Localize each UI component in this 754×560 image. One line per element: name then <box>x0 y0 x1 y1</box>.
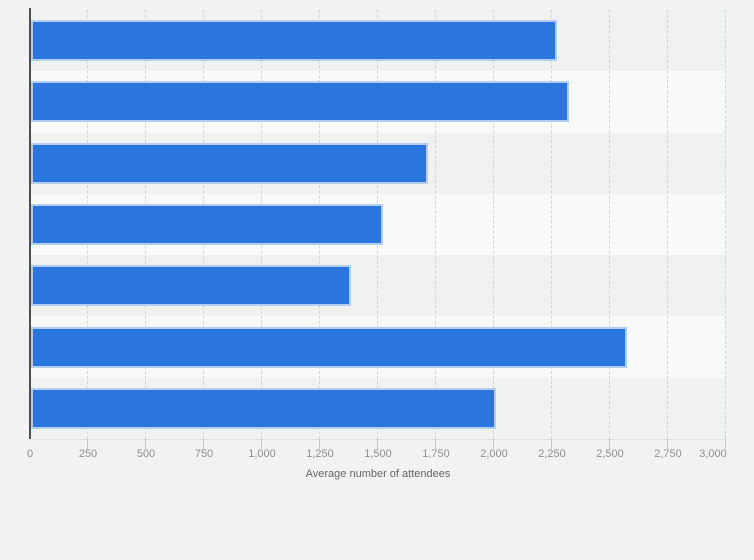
gridline <box>725 10 726 439</box>
gridline <box>551 10 552 439</box>
tick-label: 2,500 <box>596 448 624 460</box>
gridline <box>667 10 668 439</box>
tick-mark <box>377 439 378 449</box>
tick-label: 250 <box>78 448 98 460</box>
gridline <box>609 10 610 439</box>
bar[interactable] <box>31 142 428 184</box>
tick-label: 3,000 <box>699 448 727 460</box>
tick-label: 2,000 <box>480 448 508 460</box>
tick-label: 2,750 <box>654 448 682 460</box>
plot-area <box>30 10 726 439</box>
tick-mark <box>551 439 552 449</box>
gridline <box>493 10 494 439</box>
tick-mark <box>725 439 726 449</box>
tick-mark <box>609 439 610 449</box>
bar[interactable] <box>31 204 383 245</box>
tick-label: 1,750 <box>422 448 450 460</box>
tick-label: 750 <box>194 448 214 460</box>
tick-mark <box>261 439 262 449</box>
bar[interactable] <box>31 20 557 62</box>
tick-mark <box>319 439 320 449</box>
bar[interactable] <box>31 265 352 307</box>
tick-mark <box>493 439 494 449</box>
tick-label: 1,250 <box>306 448 334 460</box>
tick-label: 2,250 <box>538 448 566 460</box>
x-axis: 0 250 500 750 1,000 1,250 1,500 1,750 2,000 2,250… <box>26 439 727 469</box>
tick-mark <box>87 439 88 449</box>
bar[interactable] <box>31 81 570 123</box>
y-axis-line <box>29 8 31 439</box>
x-axis-line <box>30 439 726 440</box>
gridline <box>435 10 436 439</box>
tick-label: 0 <box>26 448 34 460</box>
tick-label: 1,000 <box>248 448 276 460</box>
tick-label: 500 <box>136 448 156 460</box>
tick-mark <box>145 439 146 449</box>
tick-mark <box>203 439 204 449</box>
x-axis-title: Average number of attendees <box>305 468 451 480</box>
tick-label: 1,500 <box>364 448 392 460</box>
tick-mark <box>667 439 668 449</box>
tick-mark <box>435 439 436 449</box>
bar[interactable] <box>31 387 497 429</box>
bar[interactable] <box>31 326 628 368</box>
